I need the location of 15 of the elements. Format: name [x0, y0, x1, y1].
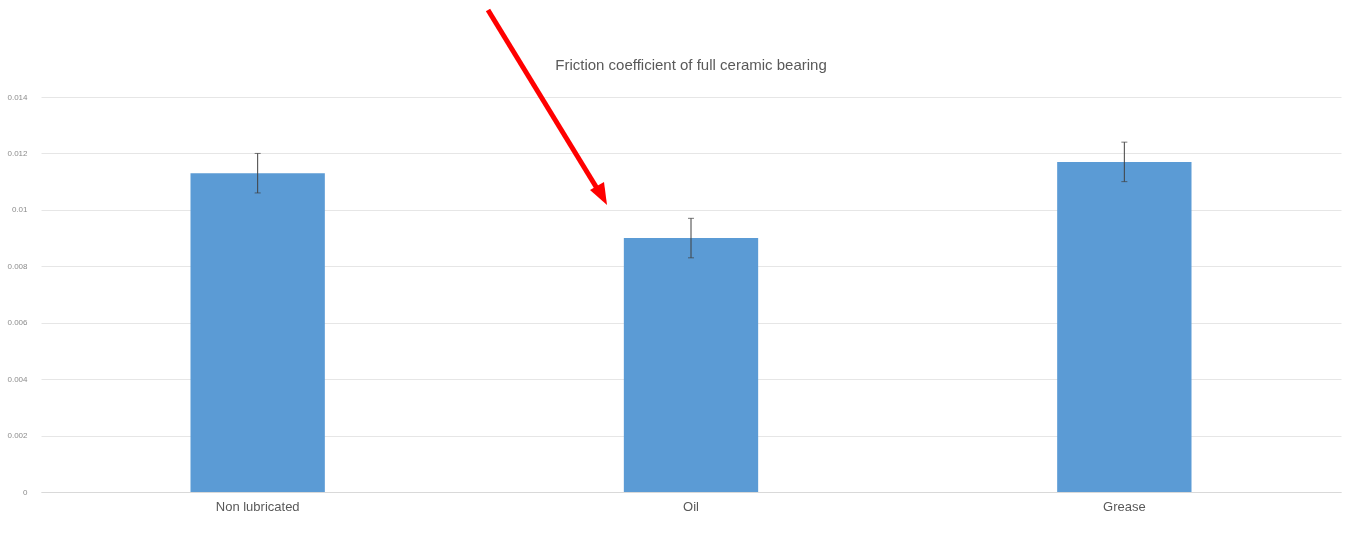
y-tick-label: 0 [23, 487, 29, 497]
bar [1057, 161, 1192, 492]
y-tick-label: 0.002 [7, 431, 29, 441]
y-tick-label: 0.014 [7, 92, 29, 102]
y-tick-label: 0.008 [7, 261, 29, 271]
y-tick-label: 0.004 [7, 374, 29, 384]
y-tick-label: 0.006 [7, 318, 29, 328]
bar [190, 173, 325, 492]
chart-title: Friction coefficient of full ceramic bearing [555, 56, 827, 73]
bar [623, 238, 759, 492]
x-tick-label: Grease [1103, 498, 1146, 514]
x-tick-label: Oil [683, 498, 700, 514]
x-tick-label: Non lubricated [215, 498, 300, 514]
y-tick-label: 0.012 [7, 148, 29, 158]
y-tick-label: 0.01 [11, 205, 29, 215]
